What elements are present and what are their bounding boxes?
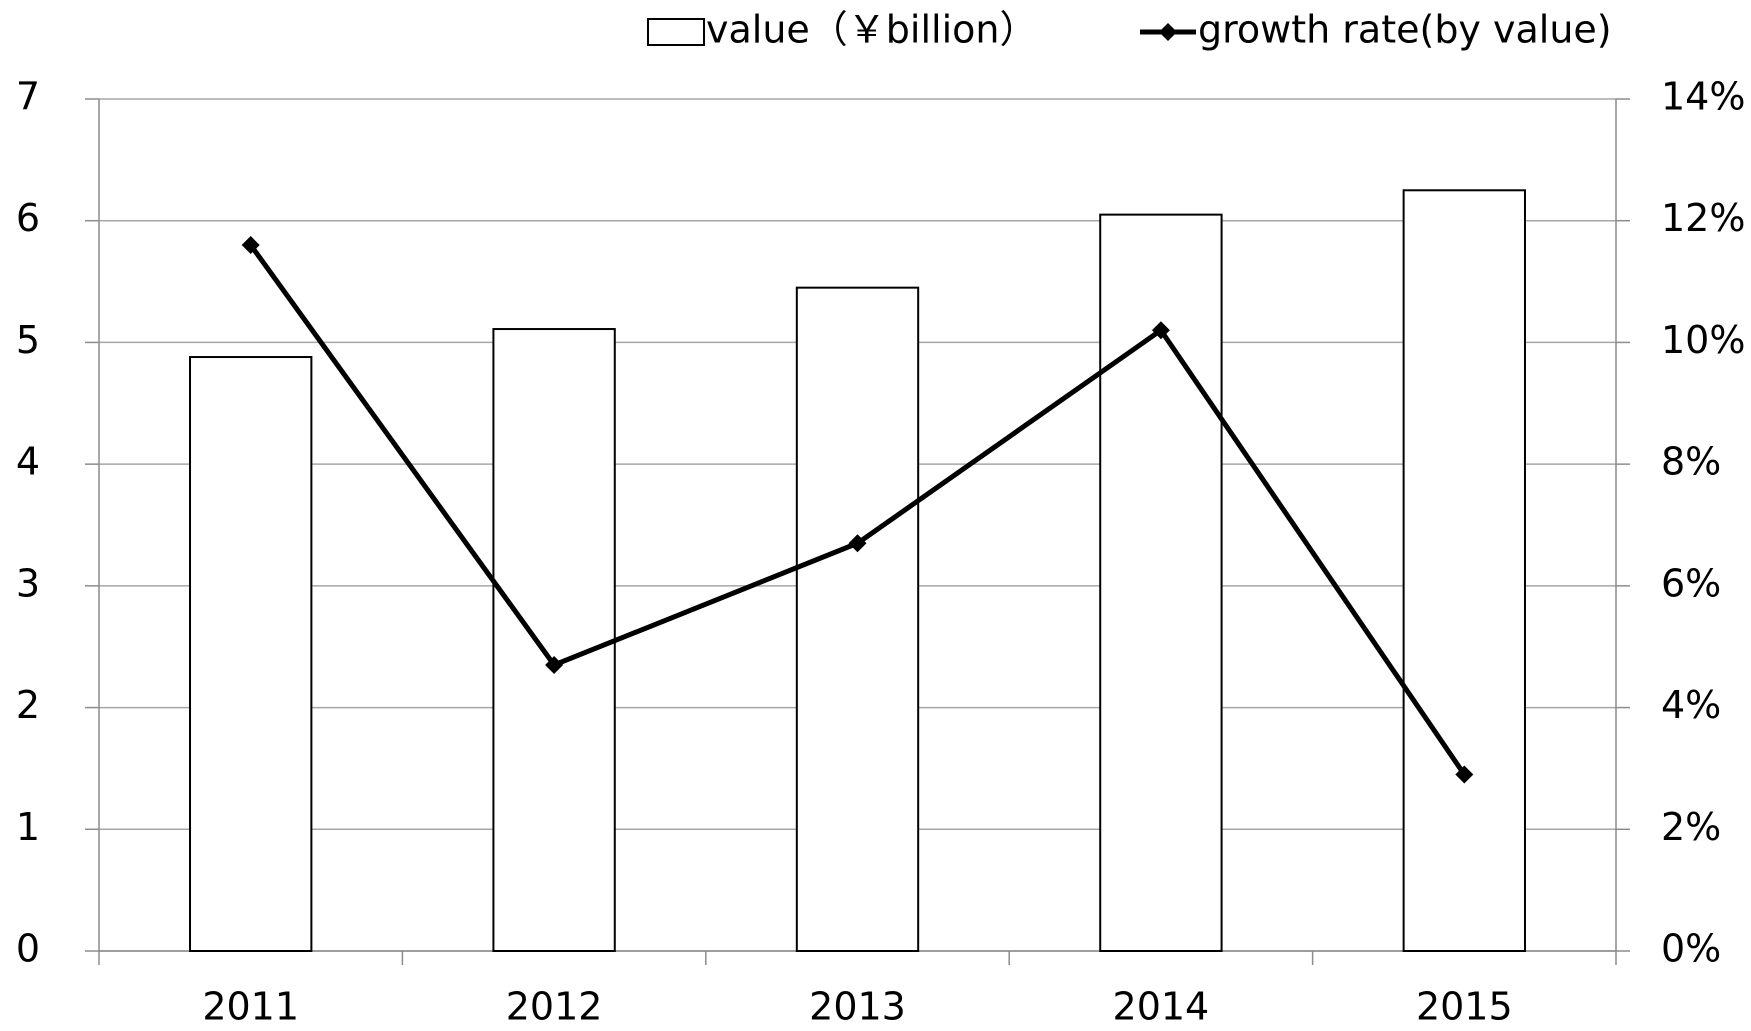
- marker: [1151, 321, 1170, 340]
- x-tick-label: 2011: [202, 985, 299, 1029]
- y-tick-label: 7: [16, 75, 40, 119]
- y-tick-label: 6: [16, 196, 40, 240]
- legend-label: value（￥billion）: [706, 8, 1037, 52]
- y-tick-label: 0: [16, 927, 40, 971]
- bar: [795, 286, 920, 952]
- y2-tick-label: 0%: [1661, 927, 1721, 971]
- bar: [492, 328, 616, 953]
- y-tick-label: 1: [16, 805, 40, 849]
- y-tick-label: 4: [16, 440, 40, 484]
- marker: [848, 534, 867, 553]
- y-tick-label: 5: [16, 318, 40, 362]
- y2-tick-label: 12%: [1661, 196, 1745, 240]
- bar: [1402, 189, 1526, 953]
- y2-tick-label: 8%: [1661, 440, 1721, 484]
- y2-tick-label: 14%: [1661, 75, 1745, 119]
- y2-tick-label: 6%: [1661, 561, 1721, 605]
- legend-label: growth rate(by value): [1198, 8, 1612, 52]
- x-tick-label: 2014: [1113, 985, 1210, 1029]
- marker: [1455, 765, 1474, 784]
- y-tick-label: 2: [16, 683, 40, 727]
- y-tick-label: 3: [16, 561, 40, 605]
- legend-swatch: [647, 18, 705, 46]
- y2-tick-label: 2%: [1661, 805, 1721, 849]
- x-tick-label: 2015: [1416, 985, 1513, 1029]
- marker: [545, 655, 564, 674]
- marker: [241, 236, 260, 255]
- legend-marker: [1159, 23, 1177, 41]
- y2-tick-label: 10%: [1661, 318, 1745, 362]
- y2-tick-label: 4%: [1661, 683, 1721, 727]
- bar: [189, 356, 313, 952]
- x-tick-label: 2013: [809, 985, 906, 1029]
- x-tick-label: 2012: [506, 985, 603, 1029]
- bar: [1099, 213, 1223, 952]
